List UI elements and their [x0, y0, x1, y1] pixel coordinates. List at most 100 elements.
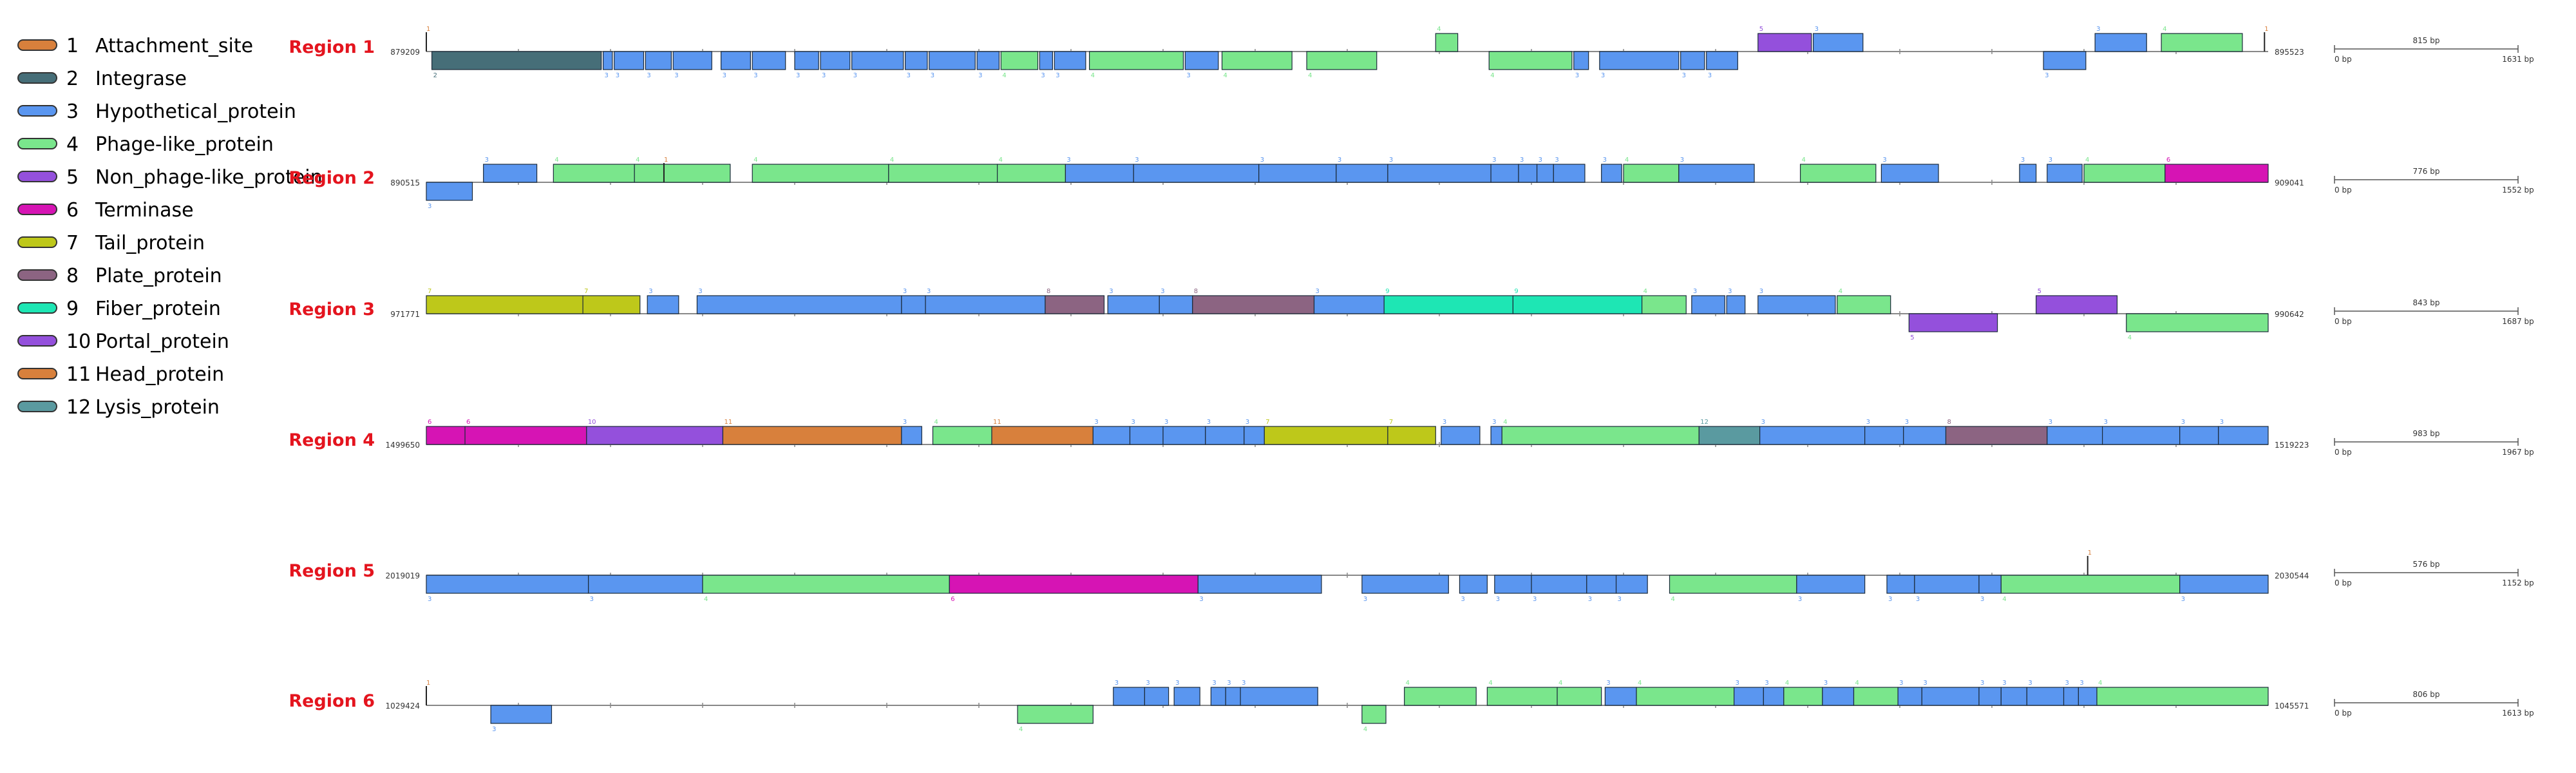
gene-box: [696, 295, 902, 314]
gene-type-label: 3: [903, 288, 907, 295]
gene-box: [426, 295, 583, 314]
scale-bar-end: 1552 bp: [2502, 186, 2534, 195]
gene-type-label: 4: [1406, 680, 1410, 687]
gene-box: [1258, 164, 1337, 183]
gene-type-label: 3: [1164, 419, 1168, 426]
gene-box: [2000, 575, 2181, 594]
gene-type-label: 3: [605, 72, 609, 79]
gene-box: [1205, 426, 1245, 445]
gene-type-label: 4: [1308, 72, 1312, 79]
gene-box: [464, 426, 587, 445]
gene-box: [2094, 33, 2147, 52]
scale-bar-end: 1967 bp: [2502, 448, 2534, 457]
gene-type-label: 3: [428, 203, 431, 210]
gene-type-label: 3: [2049, 419, 2052, 426]
gene-box: [929, 51, 976, 70]
gene-type-label: 3: [1115, 680, 1119, 687]
gene-box: [1706, 51, 1738, 70]
scale-bar-label: 776 bp: [2413, 167, 2440, 176]
legend-swatch-4: [17, 138, 57, 149]
gene-box: [1914, 575, 1980, 594]
gene-type-label: 4: [890, 157, 894, 164]
gene-box: [2047, 426, 2103, 445]
legend-label: Hypothetical_protein: [95, 100, 296, 123]
legend-label: Tail_protein: [95, 232, 205, 254]
gene-type-label: 9: [1514, 288, 1518, 295]
gene-type-label: 3: [1260, 157, 1264, 164]
gene-box: [1512, 295, 1643, 314]
gene-type-label: 3: [647, 72, 650, 79]
legend-number: 4: [66, 133, 79, 156]
gene-type-label: 6: [951, 596, 954, 603]
gene-type-label: 3: [1245, 419, 1249, 426]
gene-type-label: 3: [649, 288, 652, 295]
gene-box: [1623, 164, 1680, 183]
legend-swatch-8: [17, 269, 57, 281]
gene-box: [1757, 295, 1836, 314]
gene-type-label: 4: [1643, 288, 1647, 295]
gene-box: [2096, 687, 2269, 706]
legend-swatch-1: [17, 39, 57, 51]
region-track-2: Region 2 890515 909041 3 3 4 4 1 4 4 4 3 3 3 3 3 3 3 3 3 3 4 3…: [289, 157, 2533, 210]
gene-box: [1065, 164, 1134, 183]
scale-bar-start: 0 bp: [2334, 578, 2352, 587]
gene-box: [1045, 295, 1105, 314]
gene-type-label: 2: [433, 72, 437, 79]
gene-type-label: 3: [1389, 157, 1393, 164]
legend-number: 12: [66, 396, 91, 419]
gene-type-label: 4: [753, 157, 757, 164]
gene-type-label: 3: [2220, 419, 2224, 426]
gene-box: [1796, 575, 1866, 594]
gene-box: [634, 164, 731, 183]
region-label: Region 3: [289, 300, 375, 320]
gene-type-label: 3: [1588, 596, 1592, 603]
legend-number: 9: [66, 298, 79, 320]
gene-box: [1822, 687, 1855, 706]
legend-number: 6: [66, 199, 79, 222]
gene-type-label: 4: [554, 157, 558, 164]
gene-box: [1017, 705, 1094, 724]
legend-number: 2: [66, 68, 79, 90]
gene-type-label: 11: [993, 419, 1001, 426]
gene-box: [1518, 164, 1538, 183]
gene-type-label: 3: [1603, 157, 1607, 164]
gene-box: [1636, 687, 1735, 706]
gene-box: [1162, 426, 1206, 445]
gene-box: [1221, 51, 1293, 70]
scale-bar-end: 1152 bp: [2502, 578, 2534, 587]
gene-type-label: 3: [485, 157, 489, 164]
gene-box: [932, 426, 992, 445]
gene-type-label: 3: [1041, 72, 1045, 79]
scale-bar-start: 0 bp: [2334, 55, 2352, 64]
gene-type-label: 4: [1363, 726, 1367, 733]
gene-type-label: 3: [2002, 680, 2006, 687]
gene-type-label: 6: [466, 419, 470, 426]
gene-box: [1173, 687, 1200, 706]
legend-number: 1: [66, 35, 79, 57]
gene-box: [2179, 426, 2219, 445]
gene-box: [1908, 313, 1998, 332]
gene-box: [1553, 164, 1586, 183]
gene-type-label: 3: [1980, 596, 1984, 603]
gene-type-label: 7: [584, 288, 588, 295]
gene-type-label: 3: [1923, 680, 1927, 687]
gene-box: [1615, 575, 1648, 594]
gene-type-label: 3: [1199, 596, 1203, 603]
gene-box: [1864, 426, 1904, 445]
gene-type-label: 3: [1316, 288, 1320, 295]
gene-type-label: 3: [853, 72, 857, 79]
gene-type-label: 8: [1947, 419, 1951, 426]
gene-type-label: 3: [2096, 26, 2100, 33]
gene-type-label: 3: [1146, 680, 1150, 687]
gene-type-label: 3: [590, 596, 594, 603]
gene-type-label: 4: [1019, 726, 1023, 733]
gene-box: [1054, 51, 1086, 70]
gene-box: [1387, 164, 1492, 183]
legend-swatch-2: [17, 72, 57, 84]
gene-box: [1441, 426, 1481, 445]
gene-box: [904, 51, 928, 70]
gene-type-label: 4: [2098, 680, 2102, 687]
gene-type-label: 3: [492, 726, 496, 733]
gene-box: [1197, 575, 1322, 594]
